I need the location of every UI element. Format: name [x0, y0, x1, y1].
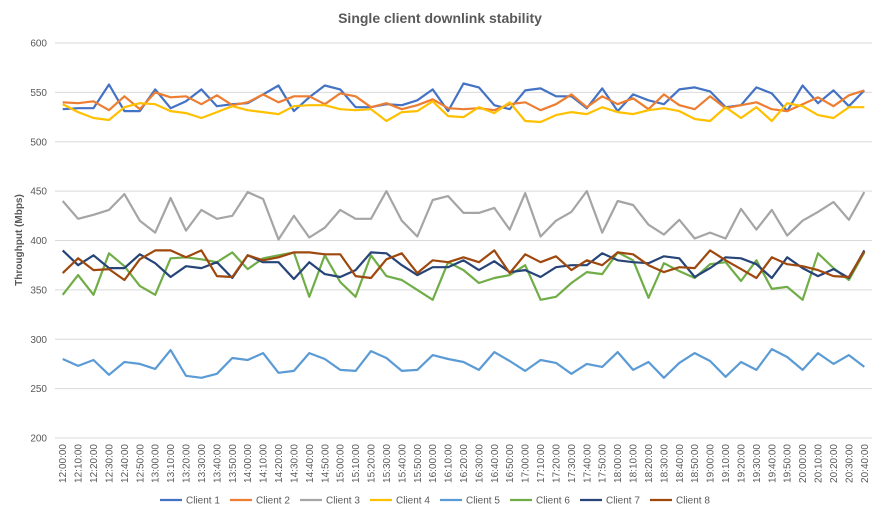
series-line [61, 249, 866, 282]
x-tick-label: 19:10:00 [721, 444, 732, 483]
x-tick-label: 13:30:00 [197, 444, 208, 483]
y-tick-label: 400 [30, 236, 47, 247]
x-tick-label: 12:10:00 [74, 444, 85, 483]
series-line [62, 348, 865, 379]
series-line [62, 89, 865, 113]
x-tick-label: 12:00:00 [58, 444, 69, 483]
x-tick-label: 17:20:00 [551, 444, 562, 483]
x-tick-label: 12:50:00 [135, 444, 146, 483]
x-tick-label: 18:30:00 [659, 444, 670, 483]
x-tick-label: 20:10:00 [814, 444, 825, 483]
x-tick-label: 16:00:00 [428, 444, 439, 483]
legend-label: Client 1 [186, 496, 220, 507]
x-tick-label: 19:40:00 [767, 444, 778, 483]
x-tick-label: 17:50:00 [598, 444, 609, 483]
x-tick-label: 18:10:00 [629, 444, 640, 483]
legend-label: Client 7 [606, 496, 640, 507]
series-line [61, 251, 866, 301]
legend-label: Client 8 [676, 496, 710, 507]
x-tick-label: 18:40:00 [675, 444, 686, 483]
legend-label: Client 6 [536, 496, 570, 507]
x-tick-label: 20:20:00 [829, 444, 840, 483]
x-tick-label: 16:10:00 [444, 444, 455, 483]
x-tick-label: 18:50:00 [690, 444, 701, 483]
x-tick-label: 13:40:00 [212, 444, 223, 483]
x-tick-label: 13:20:00 [182, 444, 193, 483]
x-tick-label: 16:40:00 [490, 444, 501, 483]
x-tick-label: 17:00:00 [521, 444, 532, 483]
x-tick-label: 15:40:00 [397, 444, 408, 483]
x-tick-label: 20:00:00 [798, 444, 809, 483]
chart-title: Single client downlink stability [338, 10, 542, 26]
x-tick-label: 18:00:00 [613, 444, 624, 483]
y-tick-label: 350 [30, 285, 47, 296]
x-tick-label: 20:40:00 [860, 444, 871, 483]
x-tick-label: 18:20:00 [644, 444, 655, 483]
y-tick-label: 300 [30, 335, 47, 346]
x-tick-label: 19:20:00 [736, 444, 747, 483]
x-tick-label: 15:20:00 [367, 444, 378, 483]
y-tick-label: 450 [30, 187, 47, 198]
x-tick-label: 16:50:00 [505, 444, 516, 483]
x-tick-label: 12:40:00 [120, 444, 131, 483]
y-tick-label: 200 [30, 434, 47, 445]
x-tick-label: 19:00:00 [706, 444, 717, 483]
x-tick-label: 14:10:00 [259, 444, 270, 483]
x-tick-label: 14:00:00 [243, 444, 254, 483]
x-tick-label: 14:20:00 [274, 444, 285, 483]
legend-label: Client 4 [396, 496, 430, 507]
x-tick-label: 15:10:00 [351, 444, 362, 483]
x-tick-label: 12:20:00 [89, 444, 100, 483]
x-tick-label: 13:50:00 [228, 444, 239, 483]
x-tick-label: 16:20:00 [459, 444, 470, 483]
y-axis-title: Throughput (Mbps) [14, 194, 25, 286]
x-tick-label: 12:30:00 [104, 444, 115, 483]
x-tick-label: 16:30:00 [474, 444, 485, 483]
series-line [61, 190, 866, 241]
x-tick-label: 15:00:00 [336, 444, 347, 483]
x-tick-label: 14:30:00 [289, 444, 300, 483]
legend-label: Client 2 [256, 496, 290, 507]
legend-label: Client 5 [466, 496, 500, 507]
x-tick-label: 19:30:00 [752, 444, 763, 483]
x-tick-label: 13:10:00 [166, 444, 177, 483]
x-tick-label: 14:50:00 [320, 444, 331, 483]
x-tick-label: 17:10:00 [536, 444, 547, 483]
x-tick-label: 20:30:00 [844, 444, 855, 483]
x-tick-label: 17:30:00 [567, 444, 578, 483]
y-tick-label: 250 [30, 384, 47, 395]
x-tick-label: 19:50:00 [783, 444, 794, 483]
y-tick-label: 550 [30, 88, 47, 99]
x-tick-label: 17:40:00 [582, 444, 593, 483]
x-tick-label: 15:50:00 [413, 444, 424, 483]
x-tick-label: 15:30:00 [382, 444, 393, 483]
series-line [61, 249, 866, 281]
x-tick-label: 13:00:00 [151, 444, 162, 483]
y-tick-label: 500 [30, 137, 47, 148]
legend-label: Client 3 [326, 496, 360, 507]
y-tick-label: 600 [30, 39, 47, 50]
series-line [62, 100, 865, 124]
x-tick-label: 14:40:00 [305, 444, 316, 483]
